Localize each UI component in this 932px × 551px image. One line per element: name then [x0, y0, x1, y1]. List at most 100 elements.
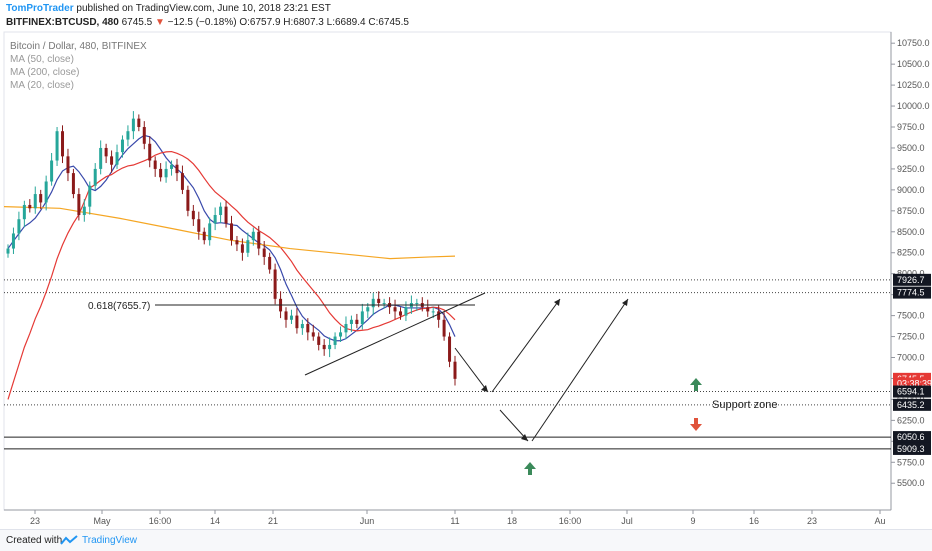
x-tick-label: Jun [360, 516, 375, 526]
candle-body [415, 303, 419, 305]
symbol: BITFINEX:BTCUSD, 480 [6, 17, 119, 28]
x-tick-label: Jul [621, 516, 633, 526]
plot-area[interactable] [3, 31, 892, 511]
candle-body [33, 194, 37, 209]
path-down-2 [499, 409, 529, 442]
y-tick-label: 5750.0 [897, 457, 925, 467]
candle-body [382, 303, 386, 305]
y-tick-label: 5500.0 [897, 478, 925, 488]
y-tick-label: 9000.0 [897, 185, 925, 195]
tradingview-brand[interactable]: TradingView [82, 535, 138, 546]
x-tick-label: 21 [268, 516, 278, 526]
x-tick-label: 18 [507, 516, 517, 526]
last-price: 6745.5 [121, 17, 153, 28]
support-zone-label: Support zone [712, 399, 777, 411]
x-tick-label: May [93, 516, 111, 526]
author-link[interactable]: TomProTrader [6, 3, 74, 14]
candle-body [230, 223, 233, 241]
candle-body [120, 139, 124, 153]
candle-body [355, 319, 359, 324]
candle-body [104, 147, 108, 157]
candle-body [180, 173, 184, 190]
price-tag-label: 5909.3 [897, 444, 925, 454]
candle-body [377, 298, 381, 304]
arrowhead-up-2 [622, 299, 628, 306]
price-tag-label: 6594.1 [897, 387, 925, 397]
candle-body [137, 118, 141, 128]
price-tag-bg [893, 385, 931, 398]
path-up-2 [531, 298, 629, 442]
symbol-line: BITFINEX:BTCUSD, 480 6745.5 ▼ −12.5 (−0.… [6, 17, 409, 28]
arrowhead-down-1 [481, 385, 488, 392]
candle-body [366, 307, 370, 312]
y-tick-label: 10000.0 [897, 101, 930, 111]
x-tick-label: 9 [690, 516, 695, 526]
candle-body [219, 206, 223, 216]
candle-body [82, 206, 86, 216]
candle-body [322, 344, 326, 350]
y-tick-label: 9250.0 [897, 164, 925, 174]
price-chart[interactable]: Support zone 0.618(7655.7) Bitcoin / Dol… [0, 30, 932, 530]
price-tag-label: 6435.2 [897, 400, 925, 410]
published-text: published on TradingView.com, June 10, 2… [76, 3, 331, 14]
candle-body [398, 311, 402, 316]
down-arrow-icon [690, 418, 702, 431]
legend-title: Bitcoin / Dollar, 480, BITFINEX [10, 41, 147, 52]
price-tag-bg [893, 431, 931, 444]
candle-body [164, 168, 168, 178]
candle-body [235, 240, 239, 245]
price-tags: 7926.77774.56745.503:38:396594.16435.260… [893, 273, 932, 455]
candle-body [317, 336, 321, 345]
candle-body [371, 298, 375, 308]
candle-body [333, 336, 337, 345]
candle-body [360, 311, 364, 324]
drawings: Support zone 0.618(7655.7) [88, 292, 777, 475]
candle-body [404, 307, 408, 316]
y-tick-label: 9500.0 [897, 143, 925, 153]
candle-body [142, 127, 146, 144]
candle-body [186, 189, 190, 211]
x-tick-label: 23 [807, 516, 817, 526]
candle-body [311, 332, 315, 337]
candle-body [240, 244, 244, 253]
publish-line: TomProTrader published on TradingView.co… [6, 3, 331, 14]
y-tick-label: 7250.0 [897, 332, 925, 342]
candle-body [159, 168, 163, 178]
up-arrow-icon-2 [524, 462, 536, 475]
candle-body [273, 269, 277, 299]
candle-body [175, 164, 179, 174]
candle-body [11, 233, 15, 249]
candle-body [442, 319, 446, 337]
candle-body [28, 204, 32, 209]
arrowhead-down-2 [521, 434, 528, 441]
candle-body [257, 231, 261, 249]
candle-body [300, 323, 304, 329]
x-tick-label: 16:00 [149, 516, 172, 526]
candle-body [208, 223, 212, 241]
candle-body [197, 219, 201, 232]
candle-body [426, 307, 430, 312]
y-tick-label: 8750.0 [897, 206, 925, 216]
candle-body [6, 248, 10, 254]
x-tick-label: 16 [749, 516, 759, 526]
candle-body [131, 118, 135, 132]
legend: Bitcoin / Dollar, 480, BITFINEX MA (50, … [10, 41, 147, 91]
candle-body [110, 156, 114, 165]
candle-body [246, 240, 250, 253]
candle-body [22, 204, 26, 220]
arrowhead-up-1 [554, 299, 560, 306]
grid [34, 42, 895, 514]
candle-body [284, 311, 288, 320]
price-tag-label: 03:38:39 [897, 378, 932, 388]
candle-body [328, 344, 332, 350]
candle-body [251, 231, 255, 241]
rising-wedge-trendline [304, 292, 486, 376]
candle-body [88, 185, 92, 207]
candle-body [44, 181, 48, 203]
created-with-text: Created with [6, 535, 63, 546]
y-tick-label: 10500.0 [897, 59, 930, 69]
y-tick-label: 10750.0 [897, 38, 930, 48]
candle-body [344, 323, 348, 333]
candle-body [115, 152, 119, 165]
y-tick-label: 10250.0 [897, 80, 930, 90]
